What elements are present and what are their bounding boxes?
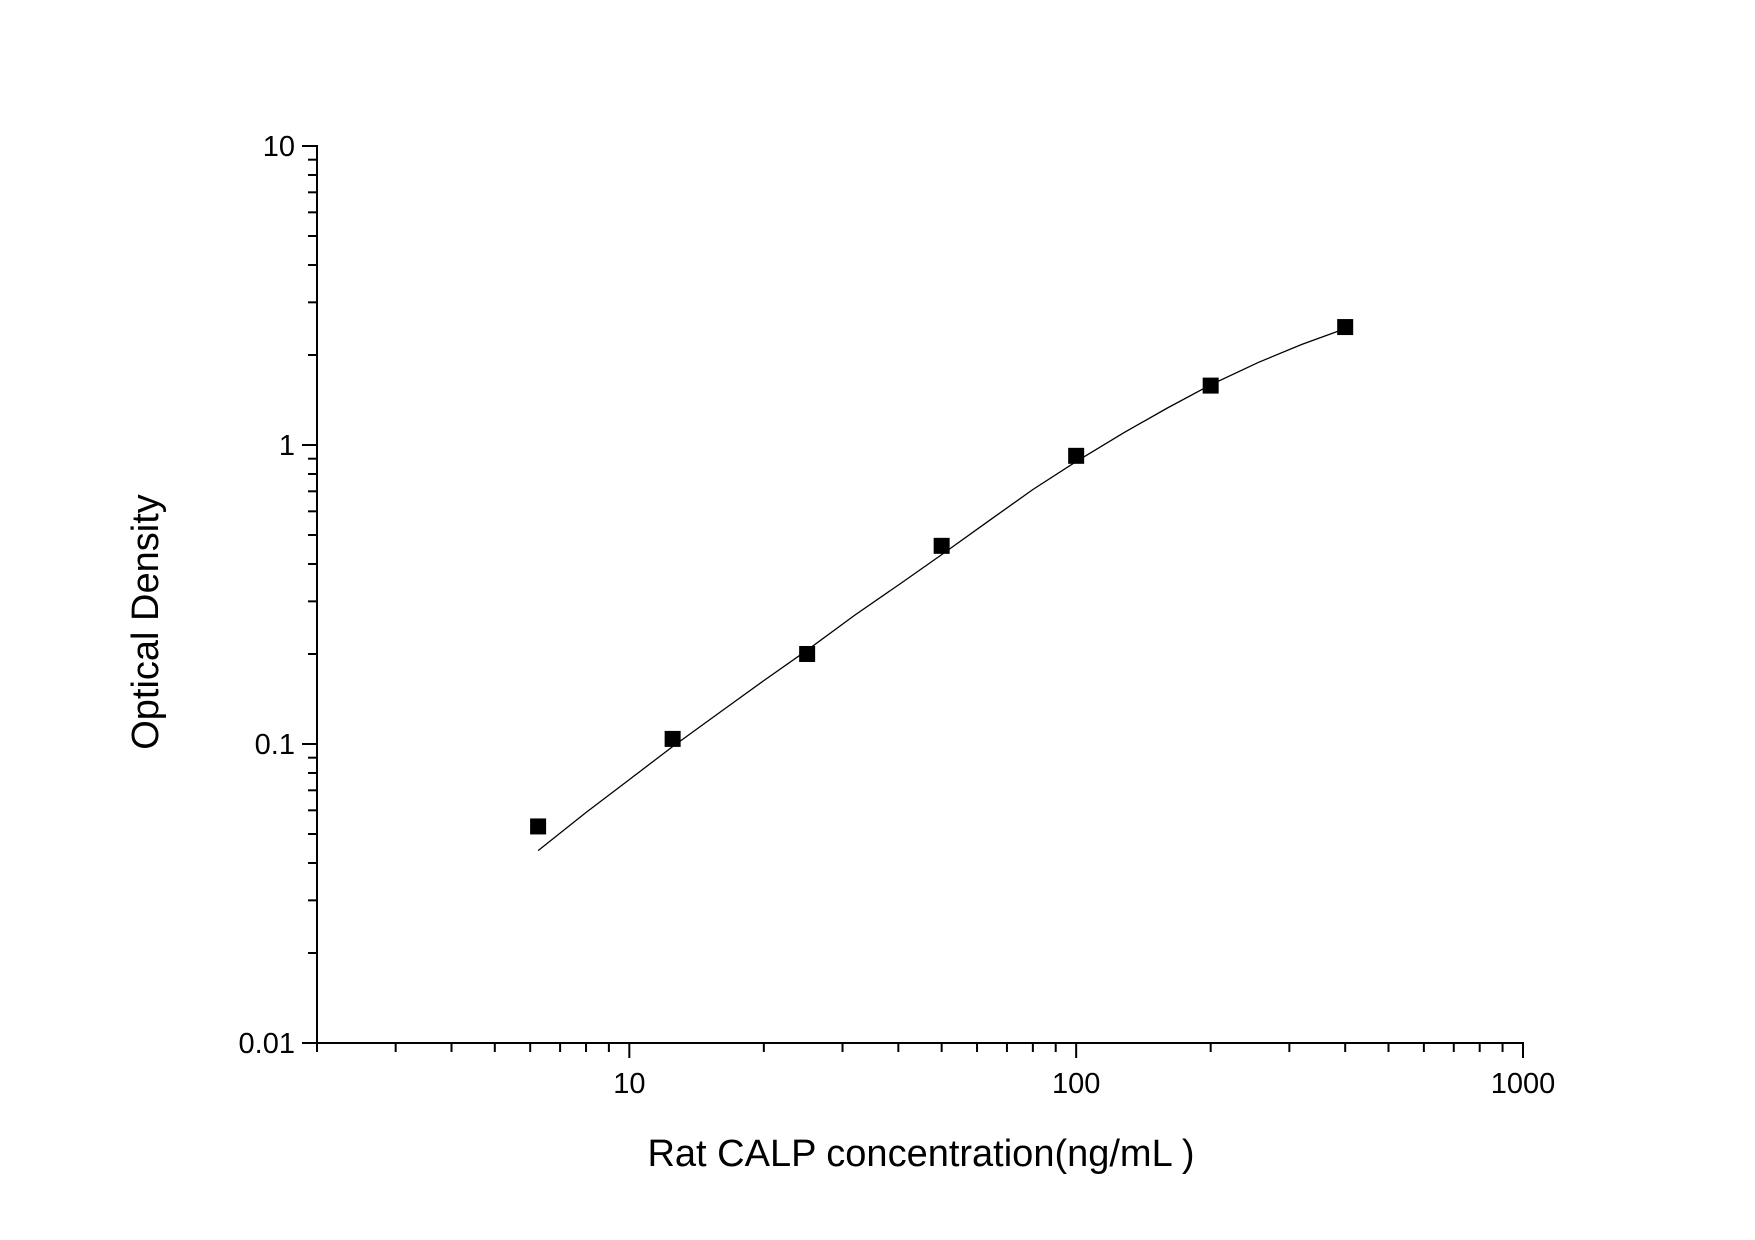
y-tick-label: 10 — [263, 131, 295, 163]
data-point — [933, 537, 950, 554]
data-point — [664, 730, 681, 747]
axes — [316, 145, 1524, 1044]
x-tick-label: 10 — [613, 1068, 645, 1100]
data-point — [1337, 319, 1354, 336]
axis-ticks — [302, 145, 1524, 1058]
axis-tick-labels: 10 100 1000 0.01 0.1 1 10 — [239, 131, 1556, 1100]
fit-curve — [537, 327, 1346, 852]
x-tick-label: 1000 — [1491, 1068, 1556, 1100]
x-tick-label: 100 — [1052, 1068, 1100, 1100]
fit-curve-group — [537, 327, 1346, 852]
y-tick-label: 0.01 — [239, 1028, 295, 1060]
x-axis-title: Rat CALP concentration(ng/mL ) — [647, 1133, 1194, 1175]
y-tick-label: 1 — [279, 430, 295, 462]
data-point — [799, 645, 816, 662]
y-axis-title: Optical Density — [125, 494, 167, 750]
data-point — [530, 818, 547, 835]
y-tick-label: 0.1 — [255, 729, 295, 761]
data-point — [1068, 447, 1085, 464]
data-points — [530, 319, 1354, 835]
data-point — [1202, 377, 1219, 394]
